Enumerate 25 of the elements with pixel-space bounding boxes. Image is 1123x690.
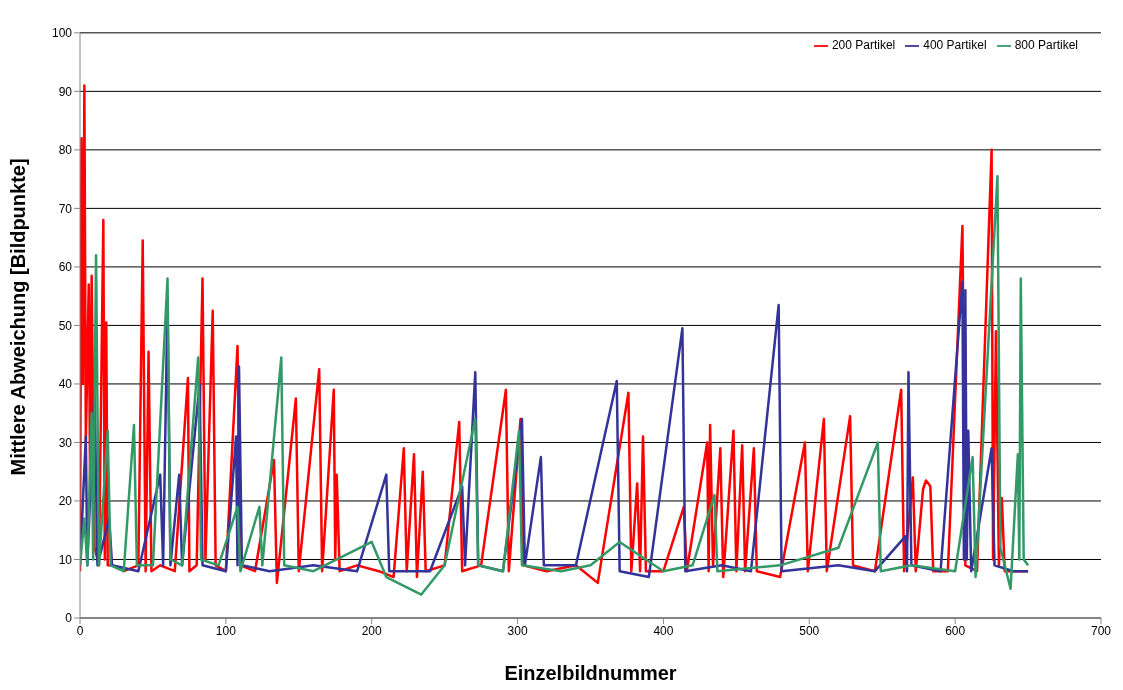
x-tick-label: 200 — [361, 623, 383, 638]
x-tick-label: 300 — [507, 623, 528, 638]
y-tick-label: 30 — [58, 435, 73, 450]
y-tick-label: 60 — [58, 260, 73, 275]
y-tick-label: 100 — [51, 26, 73, 41]
y-tick-label: 10 — [58, 552, 73, 567]
y-tick-label: 80 — [58, 143, 73, 158]
x-tick-label: 500 — [799, 623, 820, 638]
y-tick-label: 0 — [65, 611, 73, 626]
y-tick-label: 20 — [58, 494, 73, 509]
x-tick-label: 400 — [653, 623, 674, 638]
x-tick-label: 0 — [76, 623, 84, 638]
y-tick-label: 50 — [58, 318, 73, 333]
y-axis-title: Mittlere Abweichung [Bildpunkte] — [7, 158, 30, 476]
legend-label: 200 Partikel — [831, 38, 896, 52]
x-tick-label: 600 — [945, 623, 966, 638]
x-tick-label: 100 — [215, 623, 237, 638]
y-tick-label: 90 — [58, 84, 73, 99]
y-tick-label: 70 — [58, 201, 73, 216]
x-axis-title: Einzelbildnummer — [504, 662, 677, 684]
y-tick-label: 40 — [58, 377, 73, 392]
x-tick-label: 700 — [1090, 623, 1112, 638]
legend-label: 400 Partikel — [923, 38, 987, 52]
line-series — [80, 174, 1030, 596]
legend-label: 800 Partikel — [1014, 38, 1078, 52]
